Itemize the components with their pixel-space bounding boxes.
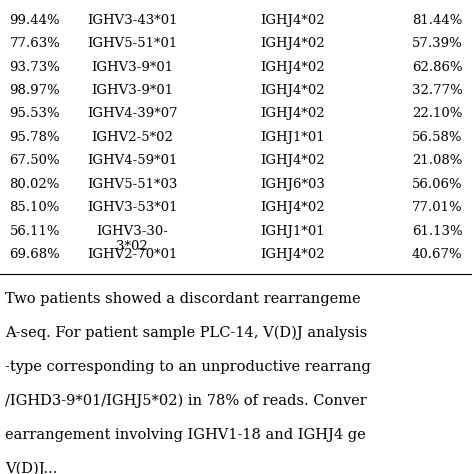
Text: 81.44%: 81.44% — [412, 14, 463, 27]
Text: 98.97%: 98.97% — [9, 84, 60, 97]
Text: 56.11%: 56.11% — [9, 225, 60, 238]
Text: 77.01%: 77.01% — [412, 201, 463, 214]
Text: 85.10%: 85.10% — [9, 201, 60, 214]
Text: IGHJ4*02: IGHJ4*02 — [260, 108, 325, 120]
Text: IGHV3-9*01: IGHV3-9*01 — [91, 61, 173, 73]
Text: IGHV2-70*01: IGHV2-70*01 — [87, 248, 177, 261]
Text: IGHJ1*01: IGHJ1*01 — [260, 131, 325, 144]
Text: 69.68%: 69.68% — [9, 248, 60, 261]
Text: 22.10%: 22.10% — [412, 108, 463, 120]
Text: IGHV2-5*02: IGHV2-5*02 — [91, 131, 173, 144]
Text: IGHJ4*02: IGHJ4*02 — [260, 84, 325, 97]
Text: IGHV3-53*01: IGHV3-53*01 — [87, 201, 177, 214]
Text: IGHV3-43*01: IGHV3-43*01 — [87, 14, 177, 27]
Text: IGHJ4*02: IGHJ4*02 — [260, 37, 325, 50]
Text: Two patients showed a discordant rearrangeme: Two patients showed a discordant rearran… — [5, 292, 360, 306]
Text: earrangement involving IGHV1-18 and IGHJ4 ge: earrangement involving IGHV1-18 and IGHJ… — [5, 428, 365, 442]
Text: IGHV4-59*01: IGHV4-59*01 — [87, 155, 177, 167]
Text: IGHV5-51*03: IGHV5-51*03 — [87, 178, 177, 191]
Text: 77.63%: 77.63% — [9, 37, 60, 50]
Text: 40.67%: 40.67% — [412, 248, 463, 261]
Text: 67.50%: 67.50% — [9, 155, 60, 167]
Text: IGHV5-51*01: IGHV5-51*01 — [87, 37, 177, 50]
Text: IGHJ6*03: IGHJ6*03 — [260, 178, 325, 191]
Text: 32.77%: 32.77% — [412, 84, 463, 97]
Text: IGHV3-30-
3*02: IGHV3-30- 3*02 — [96, 225, 168, 253]
Text: -type corresponding to an unproductive rearrang: -type corresponding to an unproductive r… — [5, 360, 371, 374]
Text: 21.08%: 21.08% — [412, 155, 463, 167]
Text: 61.13%: 61.13% — [412, 225, 463, 238]
Text: A-seq. For patient sample PLC-14, V(D)J analysis: A-seq. For patient sample PLC-14, V(D)J … — [5, 326, 367, 340]
Text: 99.44%: 99.44% — [9, 14, 60, 27]
Text: IGHV3-9*01: IGHV3-9*01 — [91, 84, 173, 97]
Text: 56.58%: 56.58% — [412, 131, 463, 144]
Text: 56.06%: 56.06% — [412, 178, 463, 191]
Text: 93.73%: 93.73% — [9, 61, 60, 73]
Text: IGHJ4*02: IGHJ4*02 — [260, 14, 325, 27]
Text: IGHV4-39*07: IGHV4-39*07 — [87, 108, 177, 120]
Text: 62.86%: 62.86% — [412, 61, 463, 73]
Text: V(D)J...: V(D)J... — [5, 462, 57, 474]
Text: 95.78%: 95.78% — [9, 131, 60, 144]
Text: 80.02%: 80.02% — [9, 178, 60, 191]
Text: IGHJ1*01: IGHJ1*01 — [260, 225, 325, 238]
Text: /IGHD3-9*01/IGHJ5*02) in 78% of reads. Conver: /IGHD3-9*01/IGHJ5*02) in 78% of reads. C… — [5, 394, 366, 408]
Text: IGHJ4*02: IGHJ4*02 — [260, 248, 325, 261]
Text: 57.39%: 57.39% — [412, 37, 463, 50]
Text: IGHJ4*02: IGHJ4*02 — [260, 155, 325, 167]
Text: IGHJ4*02: IGHJ4*02 — [260, 61, 325, 73]
Text: 95.53%: 95.53% — [9, 108, 60, 120]
Text: IGHJ4*02: IGHJ4*02 — [260, 201, 325, 214]
